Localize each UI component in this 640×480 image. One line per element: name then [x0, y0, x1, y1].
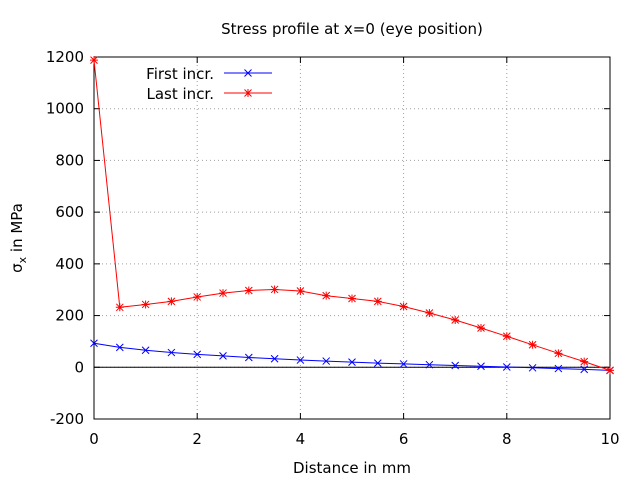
x-axis-label: Distance in mm: [293, 459, 411, 477]
data-point: [193, 350, 202, 359]
data-point: [115, 343, 124, 352]
x-tick-label: 2: [192, 430, 202, 448]
legend-label-first: First incr.: [146, 65, 214, 83]
legend-samples: [224, 69, 272, 97]
x-tick-label: 8: [502, 430, 512, 448]
data-point: [167, 297, 176, 306]
data-point: [296, 287, 305, 296]
data-point: [90, 56, 98, 65]
x-tick-label: 6: [399, 430, 409, 448]
data-point: [451, 315, 460, 324]
data-point: [167, 348, 176, 357]
grid: [94, 57, 610, 419]
data-point: [373, 297, 382, 306]
data-point: [373, 359, 382, 368]
data-point: [141, 300, 150, 309]
data-point: [502, 363, 511, 371]
data-point: [244, 286, 253, 295]
y-axis-label-subscript: x: [16, 256, 29, 263]
data-point: [270, 285, 279, 294]
data-point: [322, 357, 331, 365]
data-point: [296, 356, 305, 364]
data-point: [115, 303, 124, 312]
data-point: [554, 364, 563, 373]
y-tick-label: 1000: [46, 100, 84, 118]
y-axis-label-sigma: σ: [8, 263, 26, 273]
y-tick-label: 0: [74, 358, 84, 376]
x-tick-label: 10: [600, 430, 619, 448]
y-axis-label: σx in MPa: [8, 203, 29, 273]
data-point: [606, 366, 614, 375]
data-point: [193, 292, 202, 301]
data-point: [425, 360, 434, 369]
data-point: [477, 323, 485, 332]
y-tick-label: 600: [55, 203, 84, 221]
data-point: [322, 291, 331, 300]
data-point: [141, 346, 150, 355]
chart-title: Stress profile at x=0 (eye position): [221, 20, 483, 38]
x-tick-label: 4: [296, 430, 306, 448]
data-point: [399, 302, 408, 311]
legend-label-last: Last incr.: [147, 85, 215, 103]
data-point: [270, 354, 279, 363]
x-tick-labels: 0 2 4 6 8 10: [89, 430, 619, 448]
plot-frame: [93, 56, 611, 420]
data-point: [580, 365, 589, 374]
data-point: [244, 353, 253, 362]
series-layer: [90, 56, 614, 375]
data-point: [451, 361, 460, 370]
data-point: [580, 357, 589, 366]
data-point: [219, 352, 227, 360]
data-point: [528, 363, 537, 372]
legend-marker-1: [244, 89, 252, 97]
y-tick-label: 400: [55, 255, 84, 273]
data-point: [477, 362, 485, 371]
series-line-1: [93, 60, 611, 371]
data-point: [425, 308, 434, 317]
data-point: [219, 289, 227, 298]
y-tick-label: 1200: [46, 48, 84, 66]
legend-marker-0: [244, 69, 252, 77]
y-tick-label: 800: [55, 151, 84, 169]
data-point: [348, 294, 356, 303]
y-tick-label: 200: [55, 307, 84, 325]
data-point: [502, 332, 511, 341]
data-point: [90, 339, 98, 348]
data-point: [528, 340, 537, 349]
data-point: [554, 349, 563, 358]
x-tick-label: 0: [89, 430, 99, 448]
legend: First incr. Last incr.: [146, 65, 272, 103]
data-point: [399, 360, 408, 368]
ticks: [93, 56, 611, 420]
data-point: [348, 358, 356, 366]
series-1: [90, 56, 614, 375]
y-tick-labels: -200 0 200 400 600 800 1000 1200: [46, 48, 84, 428]
y-axis-label-unit: in MPa: [8, 203, 26, 257]
y-tick-label: -200: [50, 410, 84, 428]
